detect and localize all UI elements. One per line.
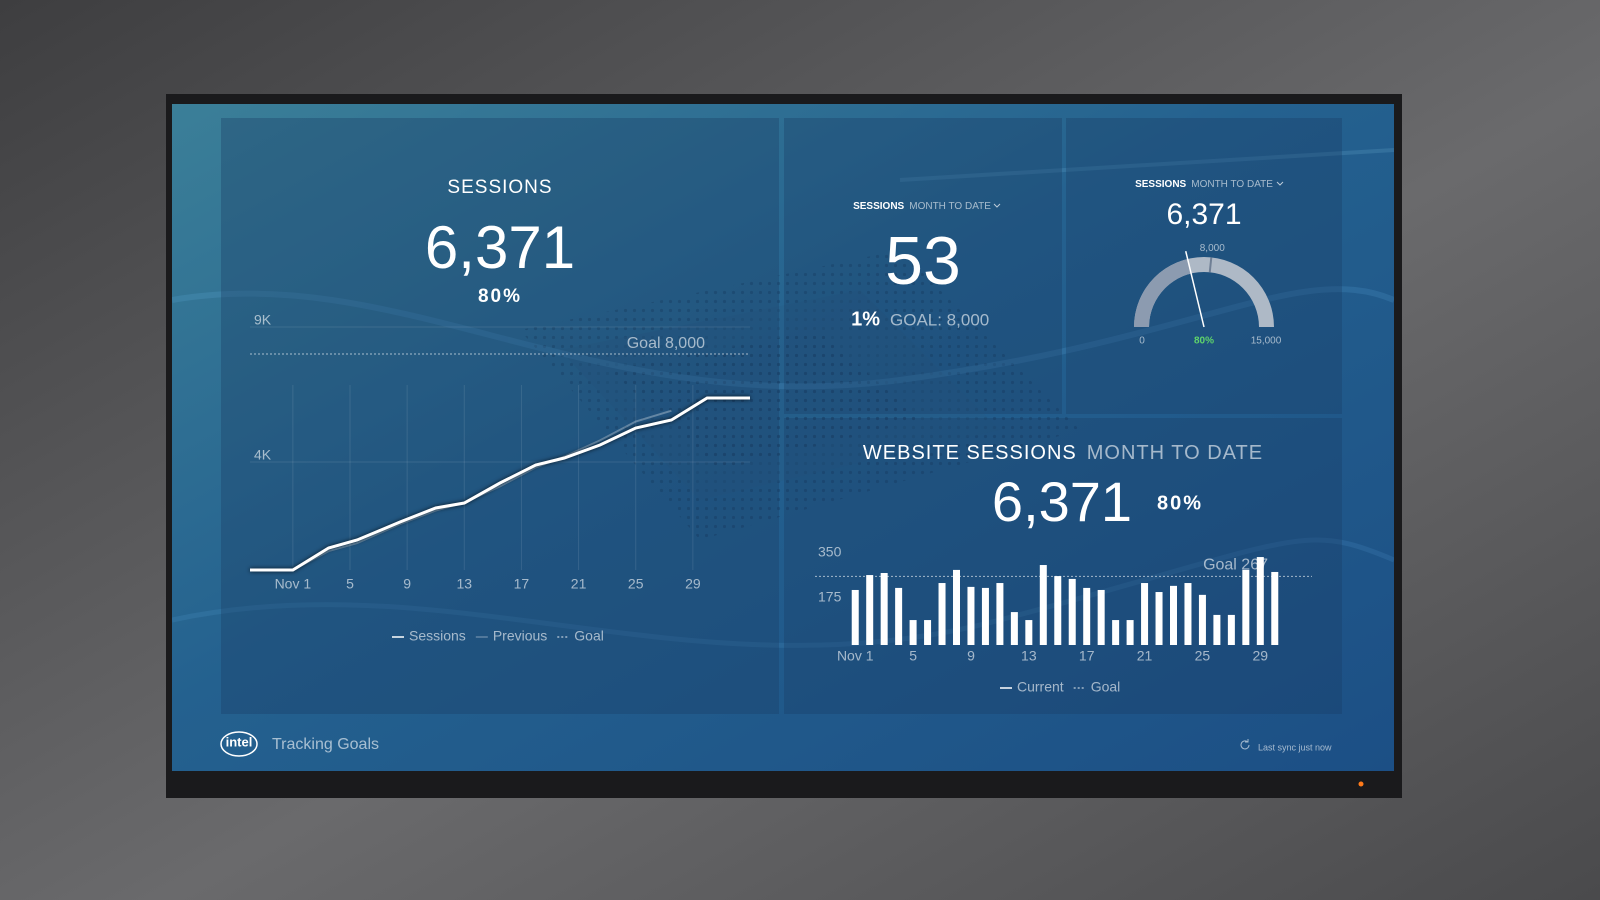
bar [1054,576,1062,645]
gauge-fill [1134,258,1192,327]
series-line [250,396,751,572]
gauge-needle [1184,250,1205,328]
x-tick-label: 25 [1195,648,1211,664]
circuit-decor [172,148,1394,648]
bar [866,575,874,645]
x-tick-label: Nov 1 [837,648,874,664]
gauge-goal [1208,257,1213,273]
panel-kpi [784,118,1062,414]
x-tick-label: Nov 1 [275,576,312,592]
bar [1068,578,1076,645]
x-tick-label: 13 [1021,648,1037,664]
legend-label: Current [1017,679,1064,695]
x-tick-label: 9 [967,648,975,664]
bar [909,620,917,645]
dropdown-chevron[interactable] [993,203,1001,208]
tv-led [1358,781,1364,787]
bar [1097,589,1105,645]
gauge-title: SESSIONS [1135,179,1186,190]
bar [924,620,932,645]
bar [938,583,946,645]
x-tick-label: 29 [1253,648,1269,664]
bar [953,569,960,645]
legend-label: Goal [1091,679,1121,695]
bar [1256,557,1264,645]
bar [1010,612,1018,645]
gauge-header: SESSIONS MONTH TO DATE [1135,179,1273,190]
y-tick-label: 9K [254,312,272,328]
summary-percent: 80% [478,286,522,307]
bar [880,573,888,645]
y-tick-label: 4K [254,447,272,463]
x-tick-label: 17 [1079,648,1095,664]
x-tick-label: 17 [514,576,530,592]
x-tick-label: 9 [403,576,411,592]
dashboard-title: Tracking Goals [272,736,379,753]
legend-label: Previous [493,628,547,644]
x-tick-label: 5 [346,576,354,592]
bar [1039,565,1047,645]
y-tick-label: 175 [818,589,842,605]
gauge-goal-label: 8,000 [1200,243,1225,254]
legend-label: Goal [574,628,604,644]
panel-sessions-line [221,118,779,714]
x-tick-label: 29 [685,576,701,592]
bar-title: WEBSITE SESSIONS [863,442,1077,464]
goal-label: Goal 267 [1203,557,1268,574]
gauge-tick-label: 0 [1139,336,1145,347]
bar [895,587,903,645]
bar [967,586,975,645]
sync-icon[interactable] [1240,739,1250,750]
bar-header: WEBSITE SESSIONS MONTH TO DATE [863,442,1263,464]
sync-status: Last sync just now [1258,742,1332,752]
goal-label: Goal 8,000 [627,335,705,352]
bar [1025,620,1033,645]
kpi-percent: 1% [851,308,880,330]
gauge-period[interactable]: MONTH TO DATE [1191,179,1273,190]
kpi-period[interactable]: MONTH TO DATE [909,201,991,212]
y-tick-label: 350 [818,544,842,560]
summary-percent: 80% [1157,492,1203,514]
kpi-goal: GOAL: 8,000 [890,310,989,329]
bar [1141,583,1149,645]
panel-bars [784,418,1342,714]
bar-period: MONTH TO DATE [1087,442,1263,464]
bar [1227,614,1235,645]
x-tick-label: 13 [456,576,472,592]
summary-value: 6,371 [425,214,575,281]
bar [1213,614,1221,645]
bar [1198,594,1206,645]
legend-label: Sessions [409,628,466,644]
bar [1184,583,1192,645]
bar [1112,620,1120,645]
summary-value: 6,371 [992,470,1132,533]
x-tick-label: 21 [571,576,587,592]
bar [1083,587,1091,645]
bar [851,589,859,645]
gauge-value: 6,371 [1166,198,1241,231]
bar [996,583,1004,645]
kpi-value: 53 [885,223,961,299]
bar [1242,569,1250,645]
x-tick-label: 5 [909,648,917,664]
logo: intel [226,734,253,749]
logo-ring [220,731,258,757]
x-tick-label: 25 [628,576,644,592]
kpi-title: SESSIONS [853,201,904,212]
gauge-percent: 80% [1194,336,1214,347]
bar [1271,571,1279,645]
widget-title: SESSIONS [447,177,552,198]
bar [1126,620,1134,645]
gauge-tick-label: 15,000 [1251,336,1282,347]
x-tick-label: 21 [1137,648,1153,664]
dropdown-chevron[interactable] [1276,181,1284,186]
bar [1170,585,1177,645]
bar [1155,592,1163,645]
kpi-header: SESSIONS MONTH TO DATE [853,201,991,212]
bar [981,587,989,645]
